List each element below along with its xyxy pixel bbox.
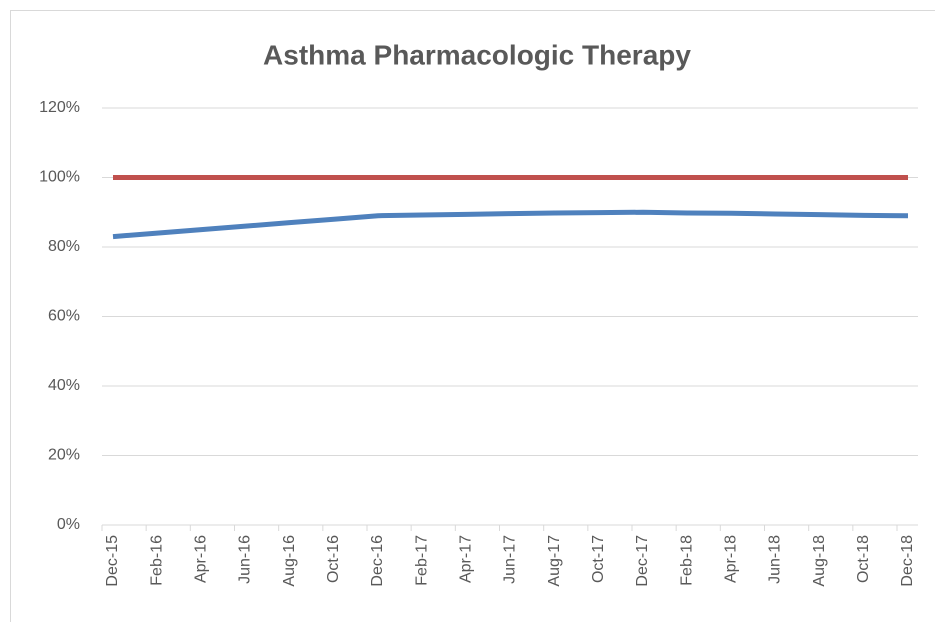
x-tick-label: Aug-17 <box>546 535 563 587</box>
y-tick-label: 100% <box>39 169 80 186</box>
x-tick-label: Dec-16 <box>369 535 386 587</box>
y-tick-label: 60% <box>48 308 80 325</box>
x-tick-label: Feb-18 <box>678 535 695 586</box>
y-tick-label: 20% <box>48 447 80 464</box>
y-tick-label: 80% <box>48 238 80 255</box>
x-tick-label: Apr-17 <box>458 535 475 583</box>
x-tick-label: Aug-18 <box>811 535 828 587</box>
y-tick-label: 0% <box>57 516 80 533</box>
chart-frame <box>10 10 935 622</box>
x-tick-label: Dec-15 <box>104 535 121 587</box>
x-tick-label: Jun-18 <box>767 535 784 584</box>
x-tick-label: Jun-16 <box>237 535 254 584</box>
x-tick-label: Dec-17 <box>634 535 651 587</box>
x-tick-label: Feb-17 <box>413 535 430 586</box>
x-tick-label: Apr-18 <box>723 535 740 583</box>
x-tick-label: Dec-18 <box>899 535 916 587</box>
x-tick-label: Jun-17 <box>502 535 519 584</box>
x-tick-label: Oct-18 <box>855 535 872 583</box>
x-tick-label: Oct-17 <box>590 535 607 583</box>
line-series <box>112 209 909 240</box>
y-tick-label: 40% <box>48 377 80 394</box>
x-tick-label: Feb-16 <box>148 535 165 586</box>
y-tick-label: 120% <box>39 99 80 116</box>
x-tick-label: Oct-16 <box>325 535 342 583</box>
x-tick-label: Aug-16 <box>281 535 298 587</box>
chart-title: Asthma Pharmacologic Therapy <box>263 39 691 70</box>
x-tick-label: Apr-16 <box>193 535 210 583</box>
